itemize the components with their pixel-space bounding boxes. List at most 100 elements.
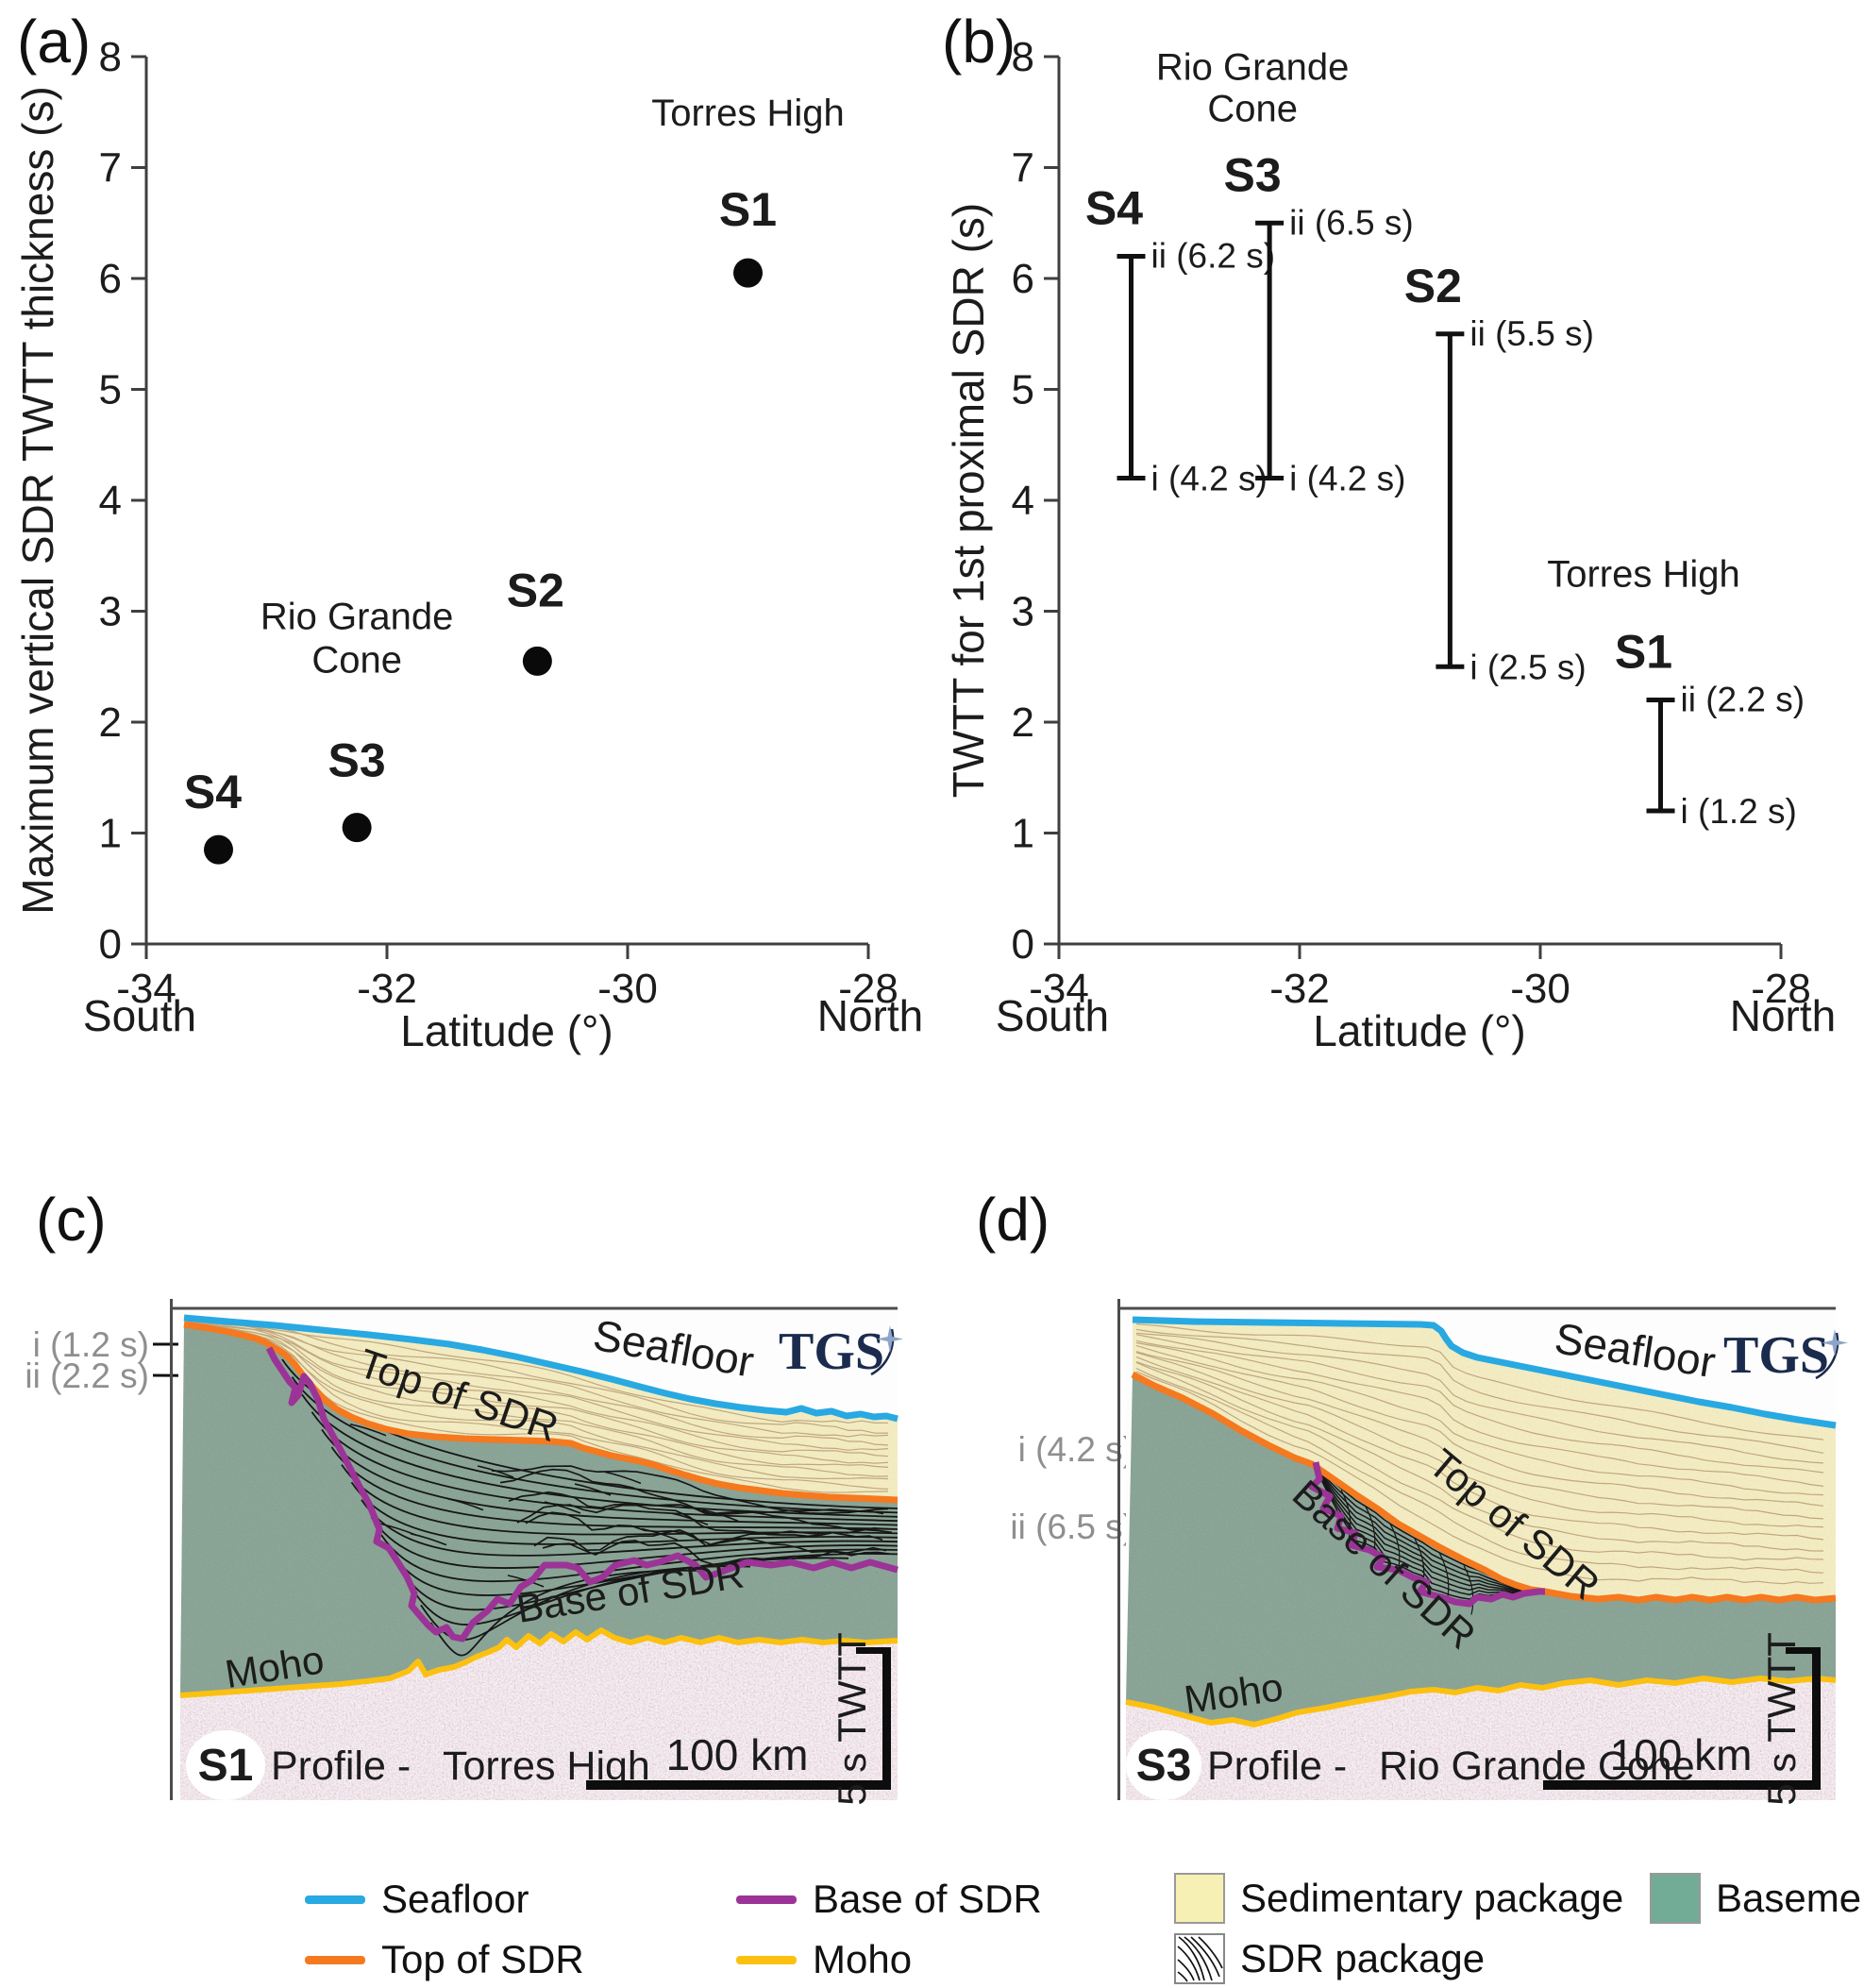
x-tick-label: -28 (838, 966, 898, 1012)
series-label-S4: S4 (1085, 182, 1143, 235)
tgs-swoosh-d (1815, 1332, 1839, 1380)
panel-d-tag: (d) (976, 1186, 1050, 1254)
data-point-S4 (204, 834, 233, 865)
scale-bar-twtt-cap-d (1786, 1647, 1820, 1654)
data-point-S3 (342, 813, 372, 843)
y-axis-label-b: TWTT for 1st proximal SDR (s) (944, 203, 993, 798)
scale-bar-100km-d (1543, 1780, 1819, 1790)
y-tick-label: 6 (99, 256, 122, 302)
series-label-S1: S1 (1615, 626, 1672, 679)
scale-bar-twtt-c (882, 1647, 891, 1790)
profile-id-d: S3 (1136, 1741, 1192, 1791)
y-tick-label: 6 (1012, 256, 1034, 302)
legend-item-top-sdr: Top of SDR (304, 1937, 584, 1982)
data-point-S1 (733, 258, 763, 288)
profile-word-d: Profile - (1207, 1744, 1347, 1789)
y-tick-label: 0 (1012, 921, 1034, 968)
legend-label: Base of SDR (813, 1877, 1042, 1921)
scale-label-twtt-c: 5 s TWTT (830, 1632, 874, 1806)
moho-line (1125, 1676, 1837, 1727)
scale-bar-twtt-d (1812, 1647, 1821, 1790)
y-tick-label: 3 (99, 589, 122, 635)
base-sdr-line-swatch (736, 1895, 797, 1904)
tgs-logo-d: TGS (1723, 1326, 1848, 1385)
scale-label-100km-d: 100 km (1610, 1730, 1753, 1779)
y-tick-label: 5 (1012, 367, 1034, 413)
y-tick-label: 4 (99, 478, 122, 524)
y-tick-label: 7 (99, 145, 122, 192)
tgs-logo-text-d: TGS (1723, 1326, 1829, 1385)
annotation-i-c: i (1.2 s) (33, 1325, 149, 1364)
legend-label: Top of SDR (381, 1937, 584, 1981)
legend-label: SDR package (1240, 1936, 1486, 1980)
seismic-image-d (1117, 1299, 1837, 1800)
x-tick-label: -32 (1269, 966, 1330, 1012)
legend-item-base-sdr: Base of SDR (735, 1877, 1042, 1922)
x-axis-north-a: North (817, 991, 923, 1040)
annotation-S3: Cone (311, 640, 402, 682)
series-label-S1: S1 (719, 183, 777, 236)
base-sdr-line (265, 1346, 898, 1643)
annotation-ii-c: ii (2.2 s) (25, 1356, 149, 1395)
legend-label: Moho (813, 1937, 913, 1981)
legend-item-basement: Basement (1650, 1873, 1864, 1924)
seafloor-line (1132, 1316, 1837, 1429)
top-sdr-line (1131, 1371, 1837, 1604)
data-point-S2 (522, 646, 552, 676)
sediment-laminae (187, 1316, 889, 1493)
x-axis-south-b: South (996, 991, 1109, 1040)
annotation-i-d: i (4.2 s) (1018, 1430, 1134, 1469)
legend-label: Seafloor (381, 1877, 529, 1921)
chart-max-sdr-thickness: (a) Maximum vertical SDR TWTT thickness … (13, 8, 923, 1055)
legend-item-seafloor: Seafloor (304, 1877, 529, 1922)
panel-a-tag: (a) (17, 8, 91, 76)
x-tick-label: -30 (1510, 966, 1570, 1012)
legend-label: Basement (1716, 1876, 1864, 1920)
top-sdr-line-swatch (305, 1956, 365, 1964)
cap-label-low-S2: i (2.5 s) (1469, 648, 1586, 686)
series-label-S3: S3 (1224, 148, 1282, 201)
cap-label-low-S4: i (4.2 s) (1151, 460, 1268, 498)
y-tick-label: 2 (99, 699, 122, 746)
legend-item-sedimentary: Sedimentary package (1174, 1873, 1623, 1924)
cap-label-low-S3: i (4.2 s) (1289, 460, 1405, 498)
series-label-S3: S3 (328, 734, 386, 787)
basement-box-swatch (1650, 1873, 1701, 1924)
panel-b-tag: (b) (942, 8, 1016, 76)
annotation-S1: Torres High (651, 93, 845, 134)
x-tick-label: -32 (357, 966, 417, 1012)
legend-label: Sedimentary package (1240, 1876, 1624, 1920)
top-sdr-line (183, 1321, 898, 1504)
y-tick-label: 2 (1012, 699, 1034, 746)
moho-line (179, 1627, 898, 1698)
y-tick-label: 7 (1012, 145, 1034, 192)
sediment-laminae (1135, 1323, 1824, 1585)
y-tick-label: 0 (99, 921, 122, 968)
y-axis-label-a: Maximum vertical SDR TWTT thickness (s) (13, 86, 62, 915)
annotation-S3: Rio Grande (1156, 46, 1350, 88)
profile-id-badge-d (1126, 1730, 1201, 1800)
moho-line-swatch (736, 1956, 797, 1964)
annotation-S3: Rio Grande (260, 597, 454, 638)
scale-bar-twtt-cap-c (856, 1647, 890, 1654)
tgs-star-c (877, 1325, 903, 1353)
y-tick-label: 4 (1012, 478, 1034, 524)
scale-label-twtt-d: 5 s TWTT (1759, 1632, 1804, 1806)
seismic-profile-s3: (d) i (4.2 s) ii (6.5 s) Seafloor TGS To… (976, 1186, 1848, 1806)
cap-label-high-S2: ii (5.5 s) (1469, 314, 1594, 353)
tgs-swoosh-c (870, 1328, 895, 1376)
cap-label-high-S4: ii (6.2 s) (1151, 237, 1276, 276)
chart-twtt-proximal-sdr: (b) TWTT for 1st proximal SDR (s) Latitu… (942, 8, 1836, 1055)
annotation-S1: Torres High (1547, 554, 1740, 596)
y-tick-label: 8 (1012, 34, 1034, 80)
cap-label-low-S1: i (1.2 s) (1681, 792, 1797, 831)
sedimentary-box-swatch (1174, 1873, 1225, 1924)
y-tick-label: 1 (1012, 811, 1034, 857)
legend-item-sdr-package: SDR package (1174, 1933, 1485, 1984)
y-tick-label: 1 (99, 811, 122, 857)
x-axis-north-b: North (1730, 991, 1836, 1040)
series-label-S2: S2 (507, 564, 564, 616)
y-tick-label: 5 (99, 367, 122, 413)
